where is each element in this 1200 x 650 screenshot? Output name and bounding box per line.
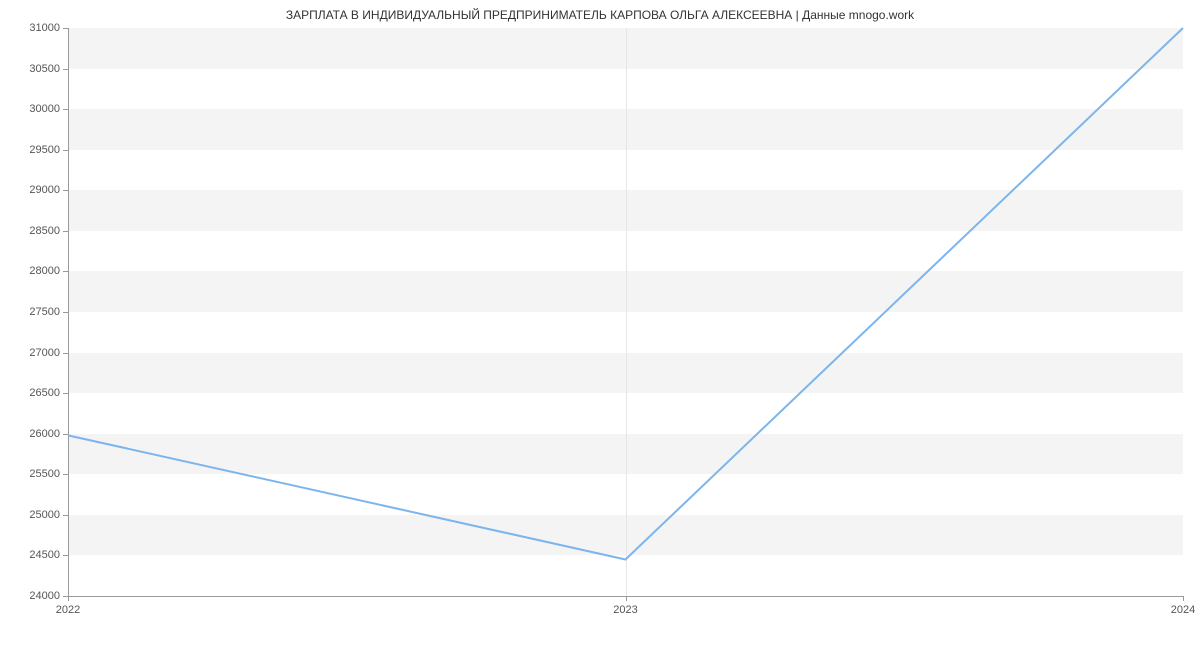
y-tick-mark (63, 150, 68, 151)
x-tick-mark (68, 596, 69, 601)
y-tick-label: 29500 (29, 144, 60, 156)
y-tick-label: 24500 (29, 549, 60, 561)
x-tick-label: 2024 (1171, 604, 1195, 616)
y-tick-mark (63, 69, 68, 70)
y-tick-mark (63, 515, 68, 516)
y-tick-mark (63, 109, 68, 110)
y-tick-mark (63, 28, 68, 29)
y-tick-mark (63, 474, 68, 475)
x-tick-mark (1183, 596, 1184, 601)
y-tick-label: 29000 (29, 184, 60, 196)
y-tick-label: 27000 (29, 347, 60, 359)
y-tick-label: 25000 (29, 509, 60, 521)
y-tick-label: 30000 (29, 103, 60, 115)
y-tick-mark (63, 555, 68, 556)
y-tick-label: 27500 (29, 306, 60, 318)
chart-title: ЗАРПЛАТА В ИНДИВИДУАЛЬНЫЙ ПРЕДПРИНИМАТЕЛ… (0, 8, 1200, 22)
y-tick-label: 30500 (29, 63, 60, 75)
y-tick-label: 26500 (29, 387, 60, 399)
y-tick-label: 28000 (29, 265, 60, 277)
x-tick-mark (626, 596, 627, 601)
y-tick-mark (63, 271, 68, 272)
y-tick-label: 25500 (29, 468, 60, 480)
plot-area: 2400024500250002550026000265002700027500… (68, 28, 1183, 596)
y-tick-label: 26000 (29, 428, 60, 440)
y-tick-mark (63, 190, 68, 191)
y-tick-mark (63, 393, 68, 394)
y-tick-mark (63, 434, 68, 435)
line-layer (68, 28, 1183, 596)
data-line (68, 28, 1183, 559)
y-tick-mark (63, 353, 68, 354)
y-tick-label: 31000 (29, 22, 60, 34)
x-tick-label: 2023 (613, 604, 637, 616)
y-tick-mark (63, 312, 68, 313)
x-tick-label: 2022 (56, 604, 80, 616)
y-tick-label: 28500 (29, 225, 60, 237)
y-tick-mark (63, 231, 68, 232)
y-tick-label: 24000 (29, 590, 60, 602)
